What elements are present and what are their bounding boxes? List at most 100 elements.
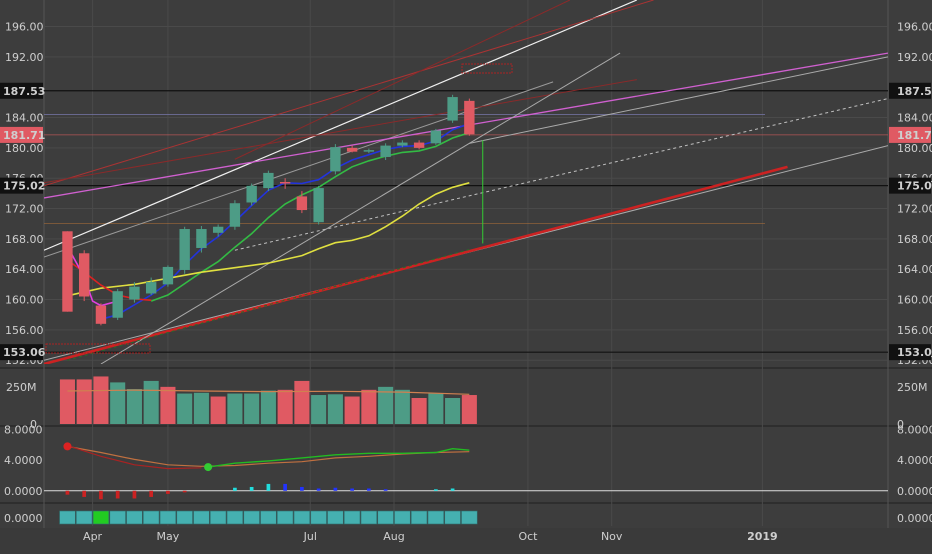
oscillator-bar (249, 486, 254, 491)
candle (464, 98, 475, 136)
candle-body (78, 253, 90, 297)
candle (229, 200, 241, 230)
candle (246, 183, 257, 206)
volume-bar (394, 389, 410, 424)
oscillator-bar (132, 490, 137, 499)
price-tick-label-right: 156.00 (897, 324, 932, 337)
volume-bar (193, 392, 209, 424)
price-badge-right (889, 344, 931, 361)
volume-bar (411, 398, 427, 424)
status-cell (59, 510, 76, 525)
candle (430, 128, 442, 145)
oscillator-bar (283, 483, 287, 491)
status-cell (444, 510, 461, 525)
trend-line (44, 165, 788, 364)
volume-bar (260, 390, 276, 424)
status-cell (293, 510, 311, 525)
price-tick-label-left: 184.00 (5, 112, 44, 125)
status-cell (176, 510, 193, 525)
oscillator-bar (115, 490, 120, 499)
candle-body (397, 142, 408, 146)
candle-body (179, 229, 190, 270)
trend-line (234, 98, 888, 251)
status-cell (260, 510, 277, 525)
volume-bar (378, 386, 394, 424)
candle-body (62, 231, 73, 312)
trend-line (234, 0, 571, 160)
oscillator-cross-point (204, 463, 213, 472)
volume-bar (110, 382, 126, 424)
price-tick-label-left: 192.00 (5, 51, 44, 64)
price-badge-left (0, 344, 43, 361)
status-cell (226, 510, 244, 525)
volume-tick-label-right: 250M (897, 381, 928, 394)
volume-bar (294, 380, 310, 424)
price-tick-label-left: 168.00 (5, 233, 44, 246)
volume-bar (311, 395, 327, 424)
candle-body (279, 182, 291, 184)
trend-line (44, 0, 638, 251)
time-axis-background (0, 528, 932, 550)
price-badge-label-left: 181.71 (3, 129, 45, 142)
status-cell (193, 510, 210, 525)
price-tick-label-right: 180.00 (897, 142, 932, 155)
candle (380, 143, 391, 161)
price-tick-label-left: 164.00 (5, 263, 44, 276)
oscillator-cross-point (63, 442, 72, 451)
candle (78, 250, 90, 302)
annotation-mark (45, 343, 151, 354)
oscillator-tick-label-left: 0.0000 (4, 485, 43, 498)
candle (112, 288, 123, 321)
status-cell (276, 510, 294, 525)
price-badge-label-right: 175.02 (897, 180, 932, 193)
oscillator-bar (65, 490, 70, 495)
oscillator-red-line (67, 445, 202, 470)
status-cell (327, 510, 344, 525)
volume-bar (59, 379, 75, 424)
time-tick-label: Aug (383, 530, 404, 543)
price-tick-label-right: 168.00 (897, 233, 932, 246)
candle-body (363, 150, 375, 152)
candle-body (162, 266, 174, 285)
candle-body (246, 185, 257, 203)
price-tick-label-left: 160.00 (5, 294, 44, 307)
candle (212, 224, 224, 237)
price-badges: 187.53 187.53 181.71 181.71 175.02 175.02 153.… (0, 82, 932, 361)
candle (162, 265, 174, 287)
price-tick-label-right: 184.00 (897, 112, 932, 125)
moving-average-line (66, 246, 118, 307)
price-tick-label-right: 160.00 (897, 294, 932, 307)
oscillator-line (207, 447, 470, 468)
status-cell (410, 510, 428, 525)
status-cell (377, 510, 394, 525)
candle-body (330, 147, 341, 172)
oscillator-tick-label-right: 4.0000 (897, 454, 932, 467)
oscillator-bar (149, 490, 154, 497)
status-cell (109, 510, 126, 525)
oscillator-tick-label-right: 8.0000 (897, 424, 932, 437)
status-cell (360, 510, 378, 525)
candle (196, 225, 207, 253)
price-tick-label-right: 164.00 (897, 263, 932, 276)
price-tick-label-left: 172.00 (5, 203, 44, 216)
time-tick-label: Nov (601, 530, 623, 543)
status-cell (209, 510, 227, 525)
status-cell (126, 510, 143, 525)
oscillator-bar (367, 488, 371, 491)
volume-bar (244, 393, 260, 424)
candle (413, 140, 425, 150)
oscillator-bar (99, 490, 103, 500)
candles (62, 94, 475, 326)
volume-bar (143, 380, 159, 424)
status-cell (76, 510, 93, 525)
candle (330, 144, 341, 175)
oscillator-bar (233, 487, 237, 491)
time-axis: Apr May Jul Aug Oct Nov 2019 (0, 528, 932, 550)
volume-bar (227, 393, 243, 424)
oscillator-bar (266, 483, 271, 491)
status-cell (343, 510, 361, 525)
status-cell (310, 510, 327, 525)
oscillator-bar (182, 490, 187, 493)
